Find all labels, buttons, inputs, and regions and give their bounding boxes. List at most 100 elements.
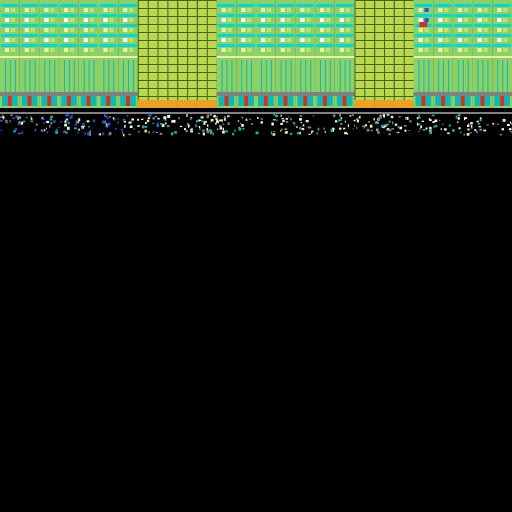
- circuit-pad: [64, 48, 69, 52]
- orange-base: [196, 100, 217, 108]
- noise-dot: [272, 133, 276, 136]
- circuit-pad: [109, 38, 114, 42]
- noise-dot: [475, 131, 478, 133]
- circuit-pad: [497, 38, 502, 42]
- noise-dot: [240, 122, 242, 125]
- noise-dot: [44, 129, 46, 132]
- circuit-pad: [286, 8, 291, 12]
- circuit-pad: [247, 8, 252, 12]
- circuit-pad: [241, 48, 246, 52]
- circuit-pad: [300, 18, 305, 22]
- noise-dot: [438, 119, 441, 121]
- circuit-pad: [10, 18, 16, 22]
- noise-dot: [271, 131, 273, 135]
- noise-dot: [64, 123, 67, 127]
- noise-dot: [433, 126, 435, 129]
- circuit-pad: [64, 28, 69, 32]
- grid-line: [196, 8, 217, 9]
- grid-line: [157, 16, 178, 17]
- noise-dot: [363, 125, 366, 129]
- noise-dot: [164, 118, 167, 121]
- noise-dot: [87, 132, 90, 136]
- circuit-bar: [434, 24, 452, 27]
- noise-dot: [301, 128, 303, 130]
- circuit-bar: [257, 34, 275, 37]
- noise-dot: [123, 120, 127, 123]
- noise-dot: [479, 128, 483, 131]
- noise-dot: [311, 130, 314, 133]
- red-base: [67, 96, 71, 106]
- grid-line: [137, 0, 139, 108]
- circuit-pad: [89, 18, 94, 22]
- circuit-pad: [4, 8, 10, 12]
- circuit-pad: [103, 8, 108, 12]
- noise-dot: [0, 129, 2, 132]
- circuit-pad: [286, 38, 291, 42]
- vertical-trace: [305, 60, 307, 96]
- grid-line: [177, 24, 197, 25]
- circuit-pad: [247, 28, 252, 32]
- noise-dot: [340, 117, 343, 120]
- circuit-trace: [256, 56, 276, 58]
- circuit-bar: [40, 34, 59, 37]
- noise-dot: [296, 126, 298, 129]
- noise-dot: [463, 133, 466, 136]
- grid-line: [177, 40, 197, 41]
- red-base: [27, 96, 32, 106]
- circuit-column: [433, 0, 453, 108]
- noise-dot: [210, 131, 213, 135]
- noise-dot: [34, 128, 37, 132]
- grid-line: [157, 96, 178, 97]
- noise-dot: [383, 115, 385, 118]
- circuit-pad: [325, 8, 331, 12]
- circuit-pad: [280, 28, 285, 32]
- noise-dot: [102, 132, 105, 135]
- circuit-bar: [119, 34, 137, 37]
- noise-dot: [271, 122, 274, 126]
- circuit-pad: [444, 28, 449, 32]
- circuit-bar: [316, 14, 334, 17]
- circuit-pad: [266, 48, 272, 52]
- strip-line: [0, 112, 512, 114]
- vertical-trace: [285, 60, 287, 96]
- noise-dot: [285, 118, 288, 120]
- orange-base: [354, 100, 375, 108]
- noise-dot: [373, 118, 375, 121]
- noise-dot: [388, 120, 391, 123]
- noise-dot: [221, 119, 223, 122]
- circuit-bar: [119, 24, 137, 27]
- circuit-pad: [320, 48, 325, 52]
- noise-dot: [195, 124, 197, 128]
- noise-dot: [353, 119, 356, 122]
- circuit-column: [19, 0, 40, 108]
- circuit-pad: [463, 28, 469, 32]
- noise-dot: [442, 123, 444, 125]
- circuit-bar: [493, 24, 511, 27]
- vertical-trace: [24, 60, 26, 96]
- grid-line: [364, 0, 366, 108]
- noise-dot: [285, 131, 288, 134]
- noise-dot: [86, 120, 90, 123]
- circuit-pad: [10, 8, 16, 12]
- noise-dot: [92, 119, 95, 123]
- grid-line: [137, 32, 158, 33]
- vertical-trace: [132, 60, 134, 96]
- circuit-pad: [424, 38, 429, 42]
- noise-dot: [467, 124, 470, 127]
- noise-dot: [371, 129, 373, 132]
- noise-dot: [356, 120, 359, 123]
- circuit-bar: [40, 44, 59, 47]
- noise-dot: [395, 132, 398, 134]
- noise-dot: [65, 119, 69, 122]
- circuit-column: [98, 0, 119, 108]
- circuit-column: [413, 0, 434, 108]
- circuit-trace: [236, 92, 256, 96]
- noise-dot: [189, 118, 192, 120]
- vertical-trace: [34, 60, 36, 96]
- grid-block-column: [393, 0, 414, 108]
- noise-dot: [43, 122, 46, 124]
- circuit-bar: [316, 24, 334, 27]
- noise-dot: [212, 132, 214, 136]
- noise-dot: [172, 119, 176, 123]
- noise-dot: [141, 118, 144, 120]
